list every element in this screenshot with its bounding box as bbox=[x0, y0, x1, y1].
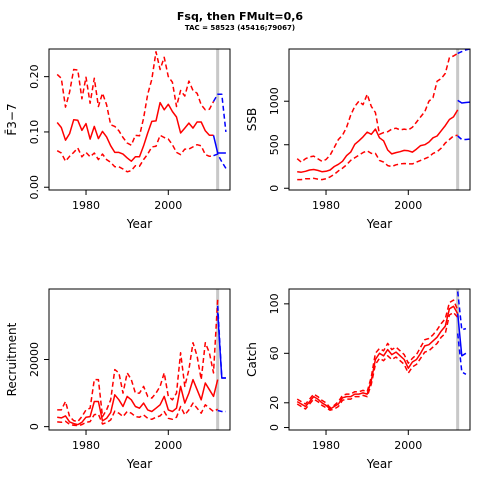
fbar-panel: 1980 2000 0.00 0.10 0.20 Year F̄3−7 bbox=[5, 48, 231, 231]
recruitment-x-tick-label: 2000 bbox=[154, 439, 182, 452]
ssb-y-axis-label: SSB bbox=[245, 108, 259, 131]
fbar-x-tick-label: 1980 bbox=[72, 199, 100, 212]
recruitment-y-tick-label: 0 bbox=[28, 423, 41, 430]
catch-projection-ci-line-4 bbox=[456, 291, 467, 331]
catch-y-tick-label: 60 bbox=[268, 346, 281, 360]
ssb-estimate-line-0 bbox=[297, 109, 459, 173]
catch-plot-frame bbox=[288, 288, 471, 431]
fbar-estimate-line-0 bbox=[56, 101, 214, 162]
catch-projection-line-3 bbox=[456, 313, 467, 357]
catch-panel: 1980 2000 0 20 60 100 Year Catch bbox=[245, 288, 471, 471]
fbar-x-axis-label: Year bbox=[126, 217, 152, 231]
recruitment-x-axis-label: Year bbox=[126, 457, 152, 471]
fbar-plot-frame bbox=[48, 48, 231, 191]
catch-estimate-line-0 bbox=[296, 305, 459, 410]
recruitment-projection-ci-line-5 bbox=[217, 409, 226, 413]
fbar-projection-line-3 bbox=[212, 135, 226, 154]
catch-series-group bbox=[296, 291, 467, 411]
ssb-series-group bbox=[296, 49, 470, 181]
recruitment-series-group bbox=[57, 299, 226, 427]
catch-projection-ci-line-5 bbox=[456, 333, 467, 375]
fbar-series-group bbox=[56, 51, 227, 173]
recruitment-y-tick-label: 20000 bbox=[28, 342, 41, 377]
catch-x-tick-label: 1980 bbox=[312, 439, 340, 452]
catch-y-tick-label: 20 bbox=[268, 396, 281, 410]
ssb-x-tick-label: 1980 bbox=[312, 199, 340, 212]
catch-ci-line-1 bbox=[296, 299, 459, 409]
ssb-y-tick-label: 500 bbox=[268, 134, 281, 155]
catch-y-tick-label: 0 bbox=[268, 424, 281, 431]
fbar-y-tick-label: 0.10 bbox=[28, 120, 41, 145]
fbar-y-tick-label: 0.00 bbox=[28, 175, 41, 200]
fbar-ci-line-1 bbox=[56, 51, 215, 146]
ssb-y-tick-label: 0 bbox=[268, 185, 281, 192]
ssb-ci-line-1 bbox=[296, 52, 459, 163]
catch-x-axis-label: Year bbox=[366, 457, 392, 471]
recruitment-projection-ci-line-4 bbox=[216, 305, 226, 379]
recruitment-x-tick-label: 1980 bbox=[72, 439, 100, 452]
figure-subtitle: TAC = 58523 (45416;79067) bbox=[184, 24, 296, 32]
ssb-y-tick-label: 1000 bbox=[268, 87, 281, 115]
fbar-projection-ci-line-5 bbox=[213, 153, 227, 169]
ssb-projection-line-3 bbox=[457, 99, 470, 104]
recruitment-y-axis-label: Recruitment bbox=[5, 322, 19, 396]
ssb-x-tick-label: 2000 bbox=[394, 199, 422, 212]
ssb-ci-line-2 bbox=[297, 134, 458, 181]
figure-title: Fsq, then FMult=0,6 bbox=[176, 10, 304, 23]
catch-x-tick-label: 2000 bbox=[394, 439, 422, 452]
catch-y-tick-label: 100 bbox=[268, 293, 281, 314]
recruitment-ci-line-2 bbox=[57, 402, 219, 427]
ssb-x-axis-label: Year bbox=[366, 217, 392, 231]
catch-ci-line-2 bbox=[296, 311, 459, 411]
recruitment-ci-line-1 bbox=[57, 299, 219, 423]
fbar-ci-line-2 bbox=[56, 134, 214, 173]
fbar-projection-ci-line-4 bbox=[212, 93, 227, 132]
ssb-projection-ci-line-5 bbox=[457, 135, 470, 141]
ssb-panel: 1980 2000 0 500 1000 Year SSB bbox=[245, 48, 471, 231]
recruitment-estimate-line-0 bbox=[57, 378, 219, 426]
fbar-x-tick-label: 2000 bbox=[154, 199, 182, 212]
catch-y-axis-label: Catch bbox=[245, 342, 259, 377]
ssb-plot-frame bbox=[288, 48, 471, 191]
ssb-projection-ci-line-4 bbox=[457, 49, 470, 55]
fbar-y-axis-label: F̄3−7 bbox=[5, 103, 19, 135]
fbar-y-tick-label: 0.20 bbox=[28, 64, 41, 89]
